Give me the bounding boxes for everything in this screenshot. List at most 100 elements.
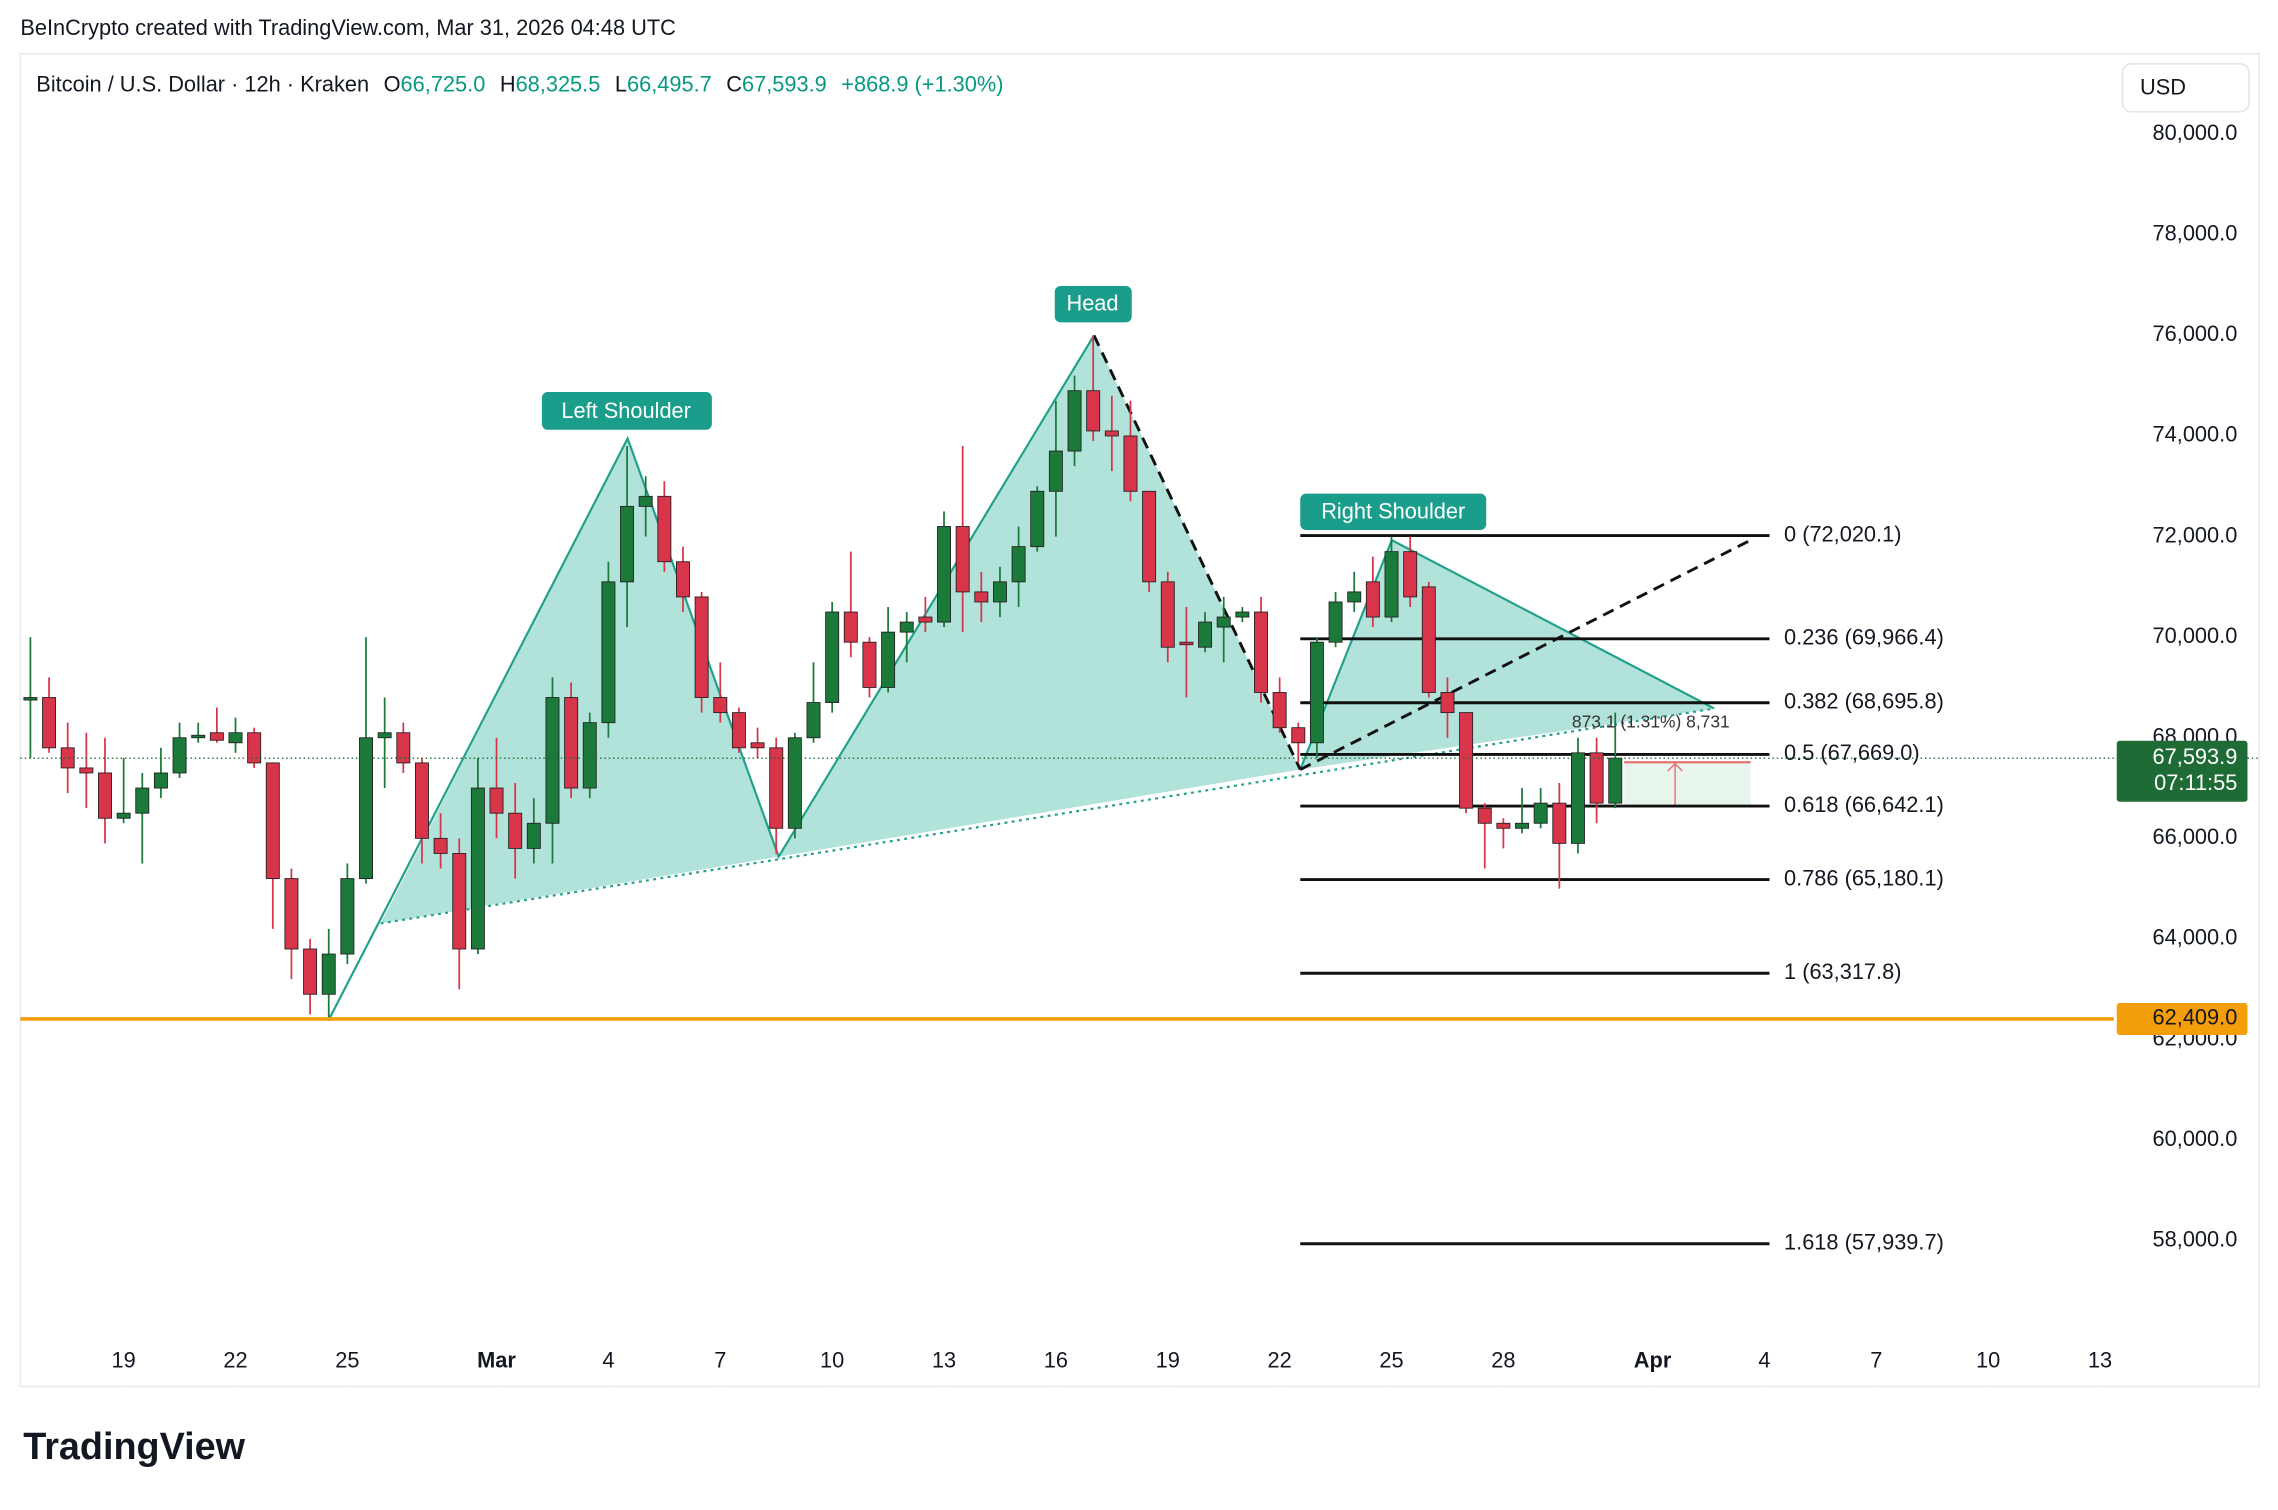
candle-body <box>564 697 579 789</box>
candle-body <box>1365 581 1380 618</box>
currency-button[interactable] <box>2121 63 2250 113</box>
x-tick-label: 22 <box>1268 1348 1292 1373</box>
fib-label: 0.786 (65,180.1) <box>1784 865 1944 890</box>
annotation-box <box>541 392 712 430</box>
candle-body <box>228 732 243 744</box>
candle-body <box>1123 435 1138 492</box>
measure-label: 873.1 (1.31%) 8,731 <box>1572 712 1730 732</box>
candle-body <box>1104 430 1119 437</box>
candle-body <box>191 734 206 739</box>
candle-body <box>955 526 970 593</box>
ohlc-value: 67,593.9 <box>742 71 827 96</box>
ohlc-key: H <box>500 71 516 96</box>
x-tick-label: 4 <box>1758 1348 1770 1373</box>
candle-body <box>974 591 989 603</box>
x-tick-label: 16 <box>1044 1348 1068 1373</box>
candle-body <box>508 812 523 849</box>
candle-body <box>620 505 635 583</box>
candle-body <box>1403 551 1418 598</box>
candle-body <box>1589 752 1604 804</box>
fib-label: 1 (63,317.8) <box>1784 959 1901 984</box>
y-tick-label: 80,000.0 <box>2153 120 2238 145</box>
candle-body <box>1347 591 1362 603</box>
last-price-label: 67,593.9 <box>2153 744 2238 769</box>
annotation: Head <box>1066 291 1118 316</box>
candles <box>23 335 1623 1020</box>
candle-body <box>1272 692 1287 729</box>
candle-body <box>825 611 840 703</box>
annotation-box <box>1300 493 1487 530</box>
x-tick-label: 19 <box>112 1348 136 1373</box>
candle-body <box>1309 641 1324 744</box>
y-tick-label: 74,000.0 <box>2153 422 2238 447</box>
annotation: Left Shoulder <box>561 398 691 423</box>
ohlc-key: L <box>615 71 627 96</box>
x-tick-label: 4 <box>602 1348 614 1373</box>
symbol-line: Bitcoin / U.S. Dollar · 12h · Kraken O66,… <box>36 71 1003 96</box>
candle-body <box>209 732 224 741</box>
fib-label: 0.618 (66,642.1) <box>1784 792 1944 817</box>
x-tick-label: Mar <box>477 1348 516 1373</box>
candle-body <box>247 732 262 764</box>
x-tick-label: 10 <box>1976 1348 2000 1373</box>
candle-body <box>1552 802 1567 844</box>
candle-body <box>713 697 728 714</box>
candle-body <box>1216 616 1231 628</box>
candle-body <box>1291 727 1306 744</box>
fib-label: 0.236 (69,966.4) <box>1784 625 1944 650</box>
candle-body <box>601 581 616 724</box>
y-tick-label: 64,000.0 <box>2153 925 2238 950</box>
candle-body <box>806 702 821 739</box>
candle-body <box>265 762 280 880</box>
candle-body <box>750 742 765 749</box>
head-area <box>778 335 1301 857</box>
candle-body <box>1421 586 1436 693</box>
last-price-tag <box>2116 740 2248 802</box>
y-tick-label: 72,000.0 <box>2153 522 2238 547</box>
candle-body <box>992 581 1007 603</box>
candle-body <box>1048 450 1063 492</box>
countdown-label: 07:11:55 <box>2154 770 2237 795</box>
position-box <box>1624 762 1751 806</box>
candle-body <box>638 495 653 507</box>
logo: TradingView <box>23 1426 245 1468</box>
candle-body <box>1160 581 1175 648</box>
candle-body <box>42 697 57 749</box>
candle-body <box>470 787 485 950</box>
annotation-box <box>1054 286 1132 323</box>
support-label: 62,409.0 <box>2153 1005 2238 1030</box>
candle-body <box>172 737 187 774</box>
candle-body <box>881 631 896 688</box>
candle-body <box>359 737 373 880</box>
candle-body <box>303 948 318 995</box>
candle-body <box>1142 490 1157 583</box>
candle-body <box>1533 802 1548 824</box>
candle-body <box>1459 712 1474 809</box>
x-tick-label: Apr <box>1634 1348 1672 1373</box>
candle-body <box>769 747 784 829</box>
ohlc-key: C <box>726 71 742 96</box>
candle-body <box>98 772 112 819</box>
candle-body <box>489 787 504 814</box>
candle-body <box>116 812 131 819</box>
x-tick-label: 25 <box>1379 1348 1403 1373</box>
candle-body <box>937 526 952 623</box>
candle-body <box>1067 390 1082 452</box>
candle-body <box>452 853 467 950</box>
candle-body <box>918 616 933 623</box>
candle-body <box>676 561 690 598</box>
right-shoulder-area <box>1300 540 1715 770</box>
fib-label: 0.382 (68,695.8) <box>1784 689 1944 714</box>
candle-body <box>135 787 150 814</box>
ohlc-value: 68,325.5 <box>516 71 601 96</box>
y-tick-label: 78,000.0 <box>2153 221 2238 246</box>
y-tick-label: 76,000.0 <box>2153 321 2238 346</box>
attribution: BeInCrypto created with TradingView.com,… <box>20 15 676 40</box>
ohlc-key: O <box>384 71 401 96</box>
chart-frame <box>19 52 2260 1388</box>
candle-body <box>526 822 541 849</box>
annotation: Right Shoulder <box>1321 498 1465 523</box>
candle-body <box>1030 490 1045 548</box>
candle-body <box>1254 611 1268 693</box>
candle-body <box>377 732 392 739</box>
